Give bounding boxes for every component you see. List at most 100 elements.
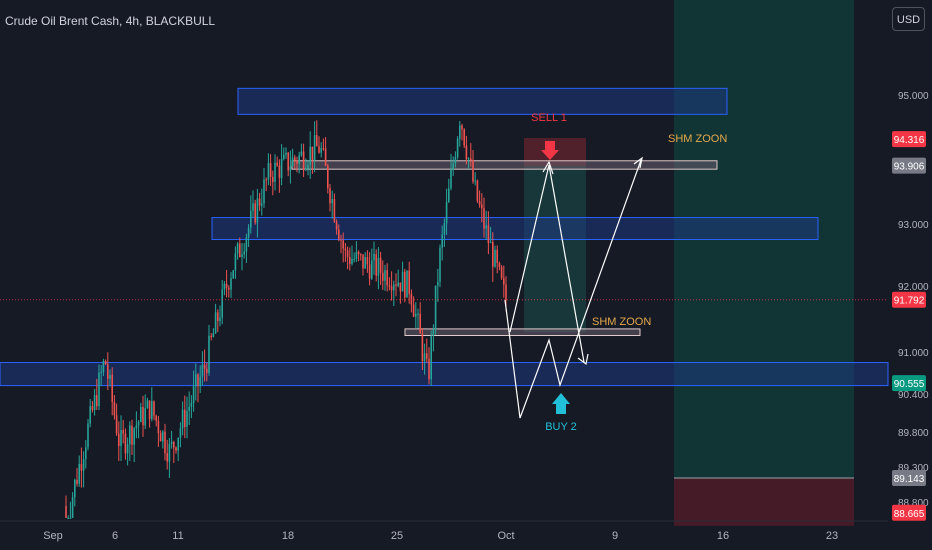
candle-body [291,157,294,167]
price-badge-label: 93.906 [894,162,925,173]
candle-body [230,278,232,290]
candle-body [91,406,94,411]
candle-body [217,312,219,322]
candle-body [419,313,421,334]
candle-body [236,243,239,254]
candle-body [386,270,388,286]
candle-body [463,129,465,146]
candle-body [445,202,448,224]
y-tick-label: 93.000 [898,220,929,231]
buy-arrow [552,393,570,414]
candle-body [197,374,199,387]
candle-body [307,164,309,169]
candle-body [122,430,124,434]
candle-body [428,358,430,380]
candle-body [137,421,140,426]
candle-body [267,163,270,180]
candle-body [228,287,230,290]
candle-body [179,428,182,438]
candle-body [107,364,109,379]
range-zone [211,217,819,241]
candle-body [87,423,89,448]
candle-body [221,289,223,318]
candle-body [338,229,340,240]
candle-body [406,270,408,298]
y-tick-label: 91.000 [898,348,929,359]
x-tick-label: 11 [172,530,183,542]
candle-body [498,263,501,268]
candle-body [331,199,333,204]
candle-body [170,442,173,445]
candle-body [434,285,437,330]
candle-body [164,431,166,454]
candle-body [243,251,245,255]
price-badge-label: 94.316 [894,135,925,146]
buy-label: BUY 2 [545,421,577,433]
candle-body [377,257,380,276]
candle-body [313,135,316,161]
price-badge-label: 90.555 [894,379,925,390]
candle-body [342,240,344,249]
candle-body [483,208,485,229]
candle-body [124,433,127,454]
candles-group [65,120,507,519]
candle-body [399,282,402,292]
candle-body [362,254,364,269]
candle-body [302,151,305,170]
currency-button[interactable]: USD [892,7,925,31]
resistance-zone [237,87,728,115]
candle-body [118,433,120,446]
candle-body [344,248,347,251]
shm-zone-box [404,328,641,336]
price-badge-label: 89.143 [894,474,925,485]
candle-body [78,464,80,484]
candle-body [210,335,212,338]
candle-body [135,425,138,429]
candle-body [397,282,399,286]
candle-body [432,329,435,337]
candle-body [241,254,243,258]
candle-body [393,284,395,291]
shm-zone-box [291,160,718,170]
candle-body [355,251,358,259]
candle-body [206,368,208,374]
candle-body [203,364,206,369]
candle-body [329,188,331,204]
candle-body [85,447,87,459]
candle-body [492,242,494,267]
candle-body [82,458,85,471]
candle-body [294,157,296,161]
candle-body [104,361,107,365]
candle-body [384,270,386,281]
candle-body [263,179,265,204]
price-badge [892,291,926,308]
candle-body [474,180,476,182]
candle-body [146,400,149,409]
candle-body [487,225,490,243]
candle-body [173,442,175,448]
candle-body [452,163,454,170]
price-badge [892,504,926,521]
candle-body [113,401,116,416]
candle-body [129,425,131,445]
y-tick-label: 88.800 [898,498,929,509]
candle-body [349,257,351,264]
x-tick-label: 18 [282,530,294,542]
projection-box [524,165,586,333]
candle-body [309,146,311,165]
candle-body [470,158,472,161]
candle-body [80,464,83,471]
candle-body [278,165,281,178]
candle-body [239,243,241,258]
candle-body [89,406,91,424]
symbol-title: Crude Oil Brent Cash, 4h, BLACKBULL [5,14,216,28]
candle-body [192,386,195,404]
candle-body [276,162,278,166]
candle-body [467,158,470,160]
price-badge [892,375,926,392]
candle-body [252,203,254,211]
candle-body [269,163,272,177]
stop-loss-area [674,477,854,526]
candle-body [265,179,267,181]
